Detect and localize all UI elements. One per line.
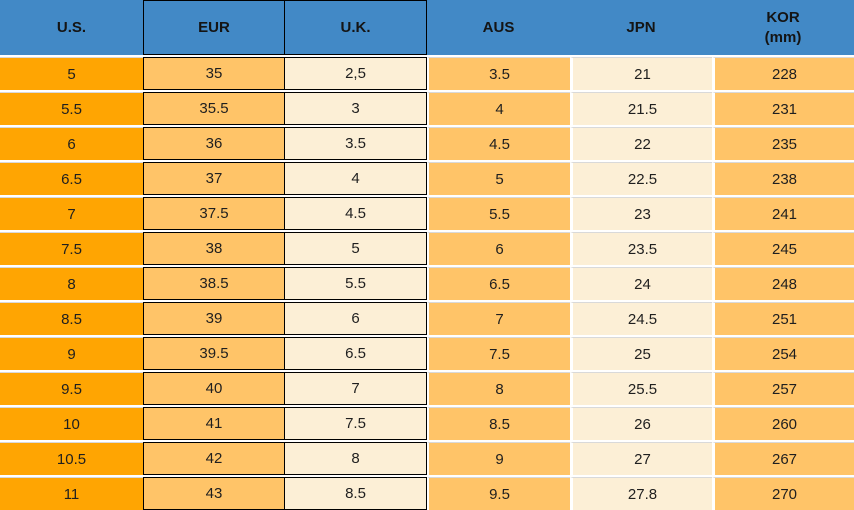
table-cell-kor: 238	[712, 162, 854, 195]
table-cell-jpn: 26	[570, 407, 712, 440]
table-cell-jpn: 21	[570, 57, 712, 90]
table-cell-aus: 6.5	[427, 267, 570, 300]
table-cell-us: 5	[0, 57, 143, 90]
table-cell-aus: 8	[427, 372, 570, 405]
table-cell-us: 10	[0, 407, 143, 440]
table-cell-us: 6.5	[0, 162, 143, 195]
table-cell-uk: 8	[285, 442, 427, 475]
table-cell-eur: 38.5	[143, 267, 285, 300]
table-cell-kor: 254	[712, 337, 854, 370]
table-cell-aus: 6	[427, 232, 570, 265]
table-cell-uk: 3	[285, 92, 427, 125]
column-header-aus: AUS	[427, 0, 570, 55]
table-cell-aus: 5.5	[427, 197, 570, 230]
table-cell-us: 6	[0, 127, 143, 160]
table-cell-aus: 9	[427, 442, 570, 475]
table-cell-eur: 37	[143, 162, 285, 195]
column-header-us: U.S.	[0, 0, 143, 55]
column-header-kor-sublabel: (mm)	[764, 28, 802, 46]
table-cell-eur: 35	[143, 57, 285, 90]
table-cell-jpn: 21.5	[570, 92, 712, 125]
table-cell-uk: 5.5	[285, 267, 427, 300]
table-cell-jpn: 23.5	[570, 232, 712, 265]
table-cell-us: 9	[0, 337, 143, 370]
table-cell-kor: 228	[712, 57, 854, 90]
table-cell-kor: 260	[712, 407, 854, 440]
table-cell-kor: 248	[712, 267, 854, 300]
table-cell-aus: 4.5	[427, 127, 570, 160]
table-cell-uk: 5	[285, 232, 427, 265]
table-cell-us: 7.5	[0, 232, 143, 265]
table-cell-eur: 39	[143, 302, 285, 335]
table-cell-eur: 37.5	[143, 197, 285, 230]
table-cell-jpn: 25	[570, 337, 712, 370]
table-cell-uk: 8.5	[285, 477, 427, 510]
table-cell-uk: 6	[285, 302, 427, 335]
table-cell-eur: 40	[143, 372, 285, 405]
table-cell-aus: 7.5	[427, 337, 570, 370]
table-cell-eur: 39.5	[143, 337, 285, 370]
column-header-jpn: JPN	[570, 0, 712, 55]
table-cell-eur: 42	[143, 442, 285, 475]
table-cell-us: 7	[0, 197, 143, 230]
table-cell-uk: 4	[285, 162, 427, 195]
table-cell-us: 9.5	[0, 372, 143, 405]
table-cell-uk: 7.5	[285, 407, 427, 440]
table-cell-jpn: 22	[570, 127, 712, 160]
table-cell-aus: 5	[427, 162, 570, 195]
table-cell-uk: 4.5	[285, 197, 427, 230]
table-cell-kor: 267	[712, 442, 854, 475]
table-cell-jpn: 27	[570, 442, 712, 475]
table-cell-jpn: 22.5	[570, 162, 712, 195]
table-cell-us: 11	[0, 477, 143, 510]
column-header-kor: KOR (mm)	[712, 0, 854, 55]
table-cell-eur: 35.5	[143, 92, 285, 125]
table-cell-us: 8	[0, 267, 143, 300]
column-header-uk: U.K.	[285, 0, 427, 55]
table-cell-us: 8.5	[0, 302, 143, 335]
table-cell-aus: 9.5	[427, 477, 570, 510]
table-cell-uk: 6.5	[285, 337, 427, 370]
table-cell-aus: 3.5	[427, 57, 570, 90]
table-cell-us: 5.5	[0, 92, 143, 125]
table-cell-jpn: 24.5	[570, 302, 712, 335]
column-header-eur: EUR	[143, 0, 285, 55]
table-cell-kor: 231	[712, 92, 854, 125]
table-cell-us: 10.5	[0, 442, 143, 475]
column-header-kor-label: KOR	[766, 9, 800, 26]
table-cell-uk: 3.5	[285, 127, 427, 160]
table-cell-kor: 241	[712, 197, 854, 230]
table-cell-aus: 4	[427, 92, 570, 125]
table-cell-jpn: 27.8	[570, 477, 712, 510]
table-cell-kor: 270	[712, 477, 854, 510]
table-cell-jpn: 24	[570, 267, 712, 300]
table-cell-aus: 8.5	[427, 407, 570, 440]
table-cell-uk: 2,5	[285, 57, 427, 90]
table-cell-kor: 235	[712, 127, 854, 160]
table-cell-kor: 245	[712, 232, 854, 265]
table-cell-eur: 41	[143, 407, 285, 440]
table-cell-eur: 38	[143, 232, 285, 265]
table-cell-uk: 7	[285, 372, 427, 405]
table-cell-kor: 257	[712, 372, 854, 405]
table-cell-jpn: 25.5	[570, 372, 712, 405]
table-cell-eur: 36	[143, 127, 285, 160]
table-cell-aus: 7	[427, 302, 570, 335]
table-cell-jpn: 23	[570, 197, 712, 230]
table-cell-kor: 251	[712, 302, 854, 335]
table-cell-eur: 43	[143, 477, 285, 510]
